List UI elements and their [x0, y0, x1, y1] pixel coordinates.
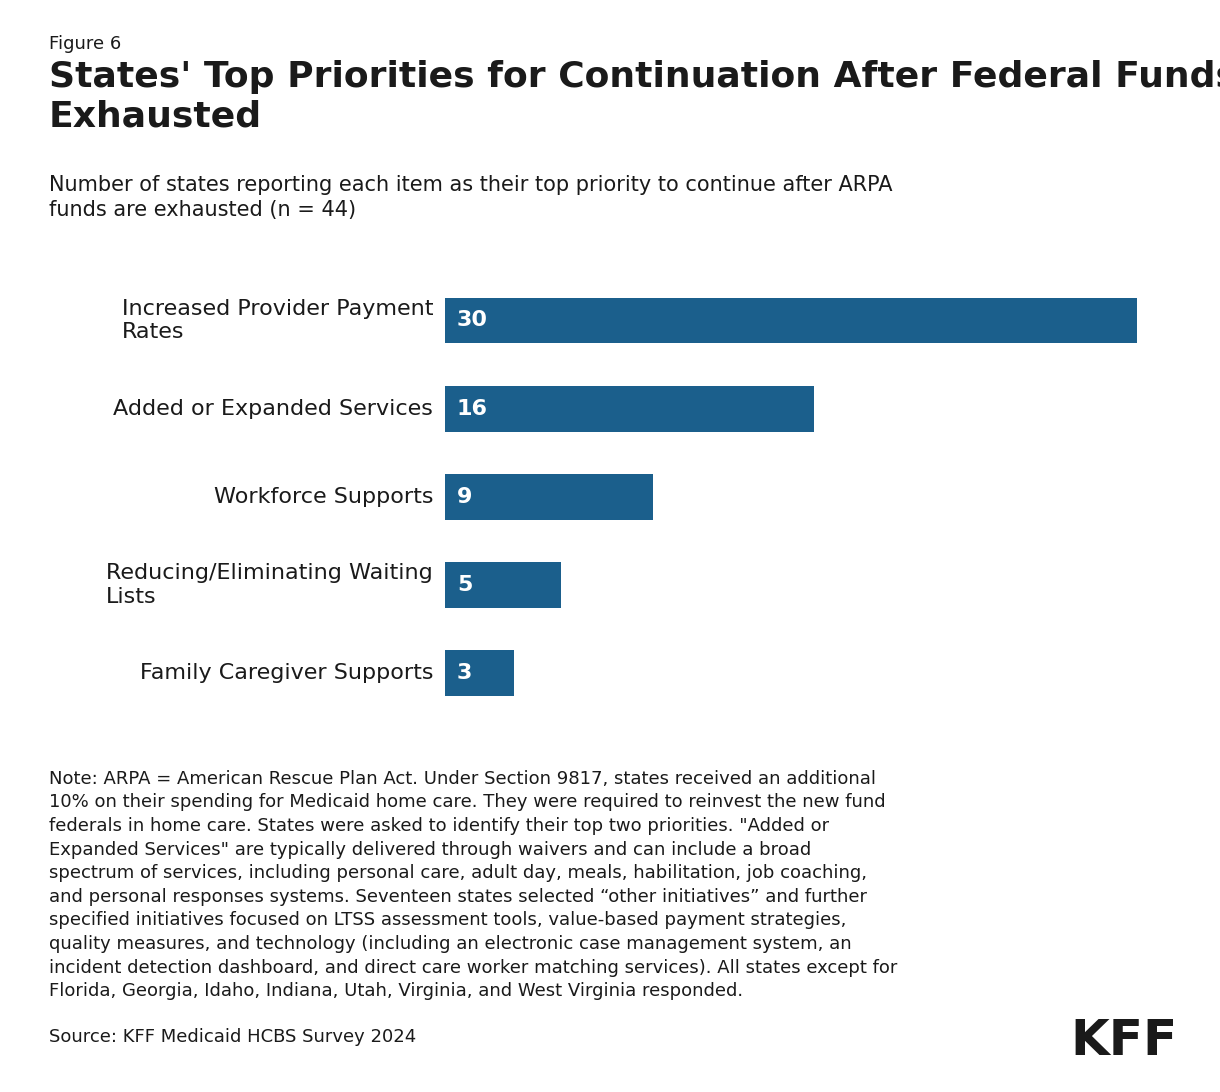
Text: Figure 6: Figure 6: [49, 35, 121, 52]
Text: 30: 30: [456, 310, 488, 331]
Text: Increased Provider Payment
Rates: Increased Provider Payment Rates: [122, 299, 433, 342]
Text: Family Caregiver Supports: Family Caregiver Supports: [139, 663, 433, 684]
Text: Added or Expanded Services: Added or Expanded Services: [113, 399, 433, 418]
Bar: [445, 562, 561, 608]
Text: States' Top Priorities for Continuation After Federal Funds are
Exhausted: States' Top Priorities for Continuation …: [49, 60, 1220, 133]
Bar: [445, 474, 653, 520]
Text: Number of states reporting each item as their top priority to continue after ARP: Number of states reporting each item as …: [49, 175, 892, 219]
Bar: [445, 651, 515, 697]
Text: 16: 16: [456, 399, 488, 418]
Bar: [445, 297, 1137, 343]
Text: Source: KFF Medicaid HCBS Survey 2024: Source: KFF Medicaid HCBS Survey 2024: [49, 1029, 416, 1046]
Bar: [445, 385, 814, 431]
Text: 9: 9: [456, 487, 472, 507]
Text: KFF: KFF: [1070, 1017, 1177, 1065]
Text: Note: ARPA = American Rescue Plan Act. Under Section 9817, states received an ad: Note: ARPA = American Rescue Plan Act. U…: [49, 770, 897, 1000]
Text: Reducing/Eliminating Waiting
Lists: Reducing/Eliminating Waiting Lists: [106, 563, 433, 607]
Text: Workforce Supports: Workforce Supports: [214, 487, 433, 507]
Text: 5: 5: [456, 575, 472, 595]
Text: 3: 3: [456, 663, 472, 684]
